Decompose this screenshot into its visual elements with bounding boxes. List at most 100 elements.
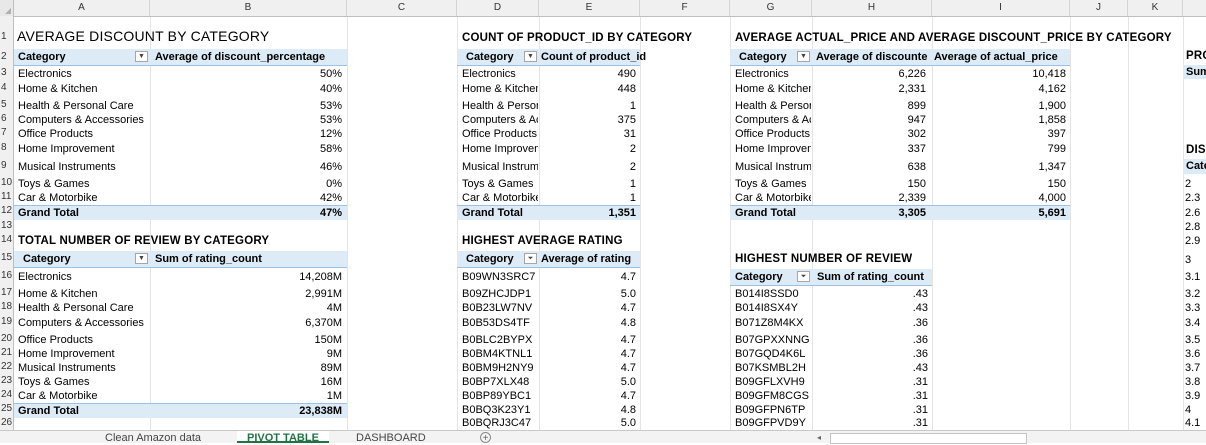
table-cell[interactable]: 3.7: [1185, 362, 1201, 374]
table-cell[interactable]: 3.6: [1185, 348, 1201, 360]
table-cell[interactable]: .31: [912, 376, 928, 388]
table-cell[interactable]: 2.3: [1185, 192, 1201, 204]
filter-applied-icon[interactable]: ⏷: [797, 271, 810, 282]
table-cell[interactable]: B0BQRJ3C47: [462, 417, 532, 429]
table-cell[interactable]: 397: [1047, 128, 1066, 140]
table-cell[interactable]: Musical Instrume: [462, 161, 538, 173]
table-cell[interactable]: 89M: [320, 362, 342, 374]
table-cell[interactable]: 3.8: [1185, 376, 1201, 388]
row-header[interactable]: 14: [1, 234, 13, 245]
table-cell[interactable]: 31: [623, 128, 636, 140]
table-cell[interactable]: Health & Person: [735, 100, 811, 112]
table-cell[interactable]: 10,418: [1032, 68, 1066, 80]
table-cell[interactable]: 2: [1185, 178, 1192, 190]
column-header-i[interactable]: I: [932, 0, 1070, 16]
table-cell[interactable]: .36: [912, 348, 928, 360]
row-header[interactable]: 10: [1, 177, 13, 188]
table-cell[interactable]: B0BM9H2NY9: [462, 362, 534, 374]
table-cell[interactable]: 2,991M: [305, 288, 342, 300]
row-header[interactable]: 18: [1, 301, 13, 312]
table-cell[interactable]: 2.6: [1185, 207, 1201, 219]
row-header[interactable]: 5: [1, 99, 7, 110]
add-sheet-button[interactable]: +: [480, 432, 491, 444]
table-cell[interactable]: 4,162: [1038, 83, 1066, 95]
table-cell[interactable]: Toys & Games: [735, 178, 807, 190]
filter-dropdown-icon[interactable]: ▼: [797, 51, 810, 62]
table-cell[interactable]: Home & Kitchen: [462, 83, 538, 95]
table-cell[interactable]: 3.1: [1185, 271, 1201, 283]
table-cell[interactable]: 40%: [319, 83, 342, 95]
table-cell[interactable]: .43: [912, 302, 928, 314]
table-cell[interactable]: B0BLC2BYPX: [462, 334, 533, 346]
table-cell[interactable]: Musical Instruments: [18, 362, 116, 374]
table-cell[interactable]: Office Products: [735, 128, 810, 140]
table-cell[interactable]: Electronics: [18, 271, 72, 283]
table-cell[interactable]: Office Products: [18, 334, 93, 346]
column-header-b[interactable]: B: [150, 0, 347, 16]
table-cell[interactable]: Health & Personal Care: [18, 100, 134, 112]
table-cell[interactable]: .36: [912, 334, 928, 346]
table-cell[interactable]: Computers & Ac: [735, 114, 811, 126]
row-header[interactable]: 21: [1, 347, 13, 358]
table-cell[interactable]: 3.5: [1185, 334, 1201, 346]
table-cell[interactable]: Home Improvement: [18, 348, 115, 360]
column-header-k[interactable]: K: [1128, 0, 1183, 16]
table-cell[interactable]: B071Z8M4KX: [735, 317, 804, 329]
table-cell[interactable]: 1: [629, 192, 636, 204]
row-header[interactable]: 25: [1, 403, 13, 414]
sheet-tab-pivot-table[interactable]: PIVOT TABLE: [237, 431, 329, 444]
table-cell[interactable]: 9M: [326, 348, 342, 360]
partial-pivot-sum[interactable]: Sum: [1186, 66, 1206, 78]
column-header-f[interactable]: F: [640, 0, 730, 16]
table-cell[interactable]: Office Products: [18, 128, 93, 140]
table-cell[interactable]: B0B53DS4TF: [462, 317, 530, 329]
column-header-h[interactable]: H: [812, 0, 932, 16]
table-cell[interactable]: Home & Kitchen: [735, 83, 811, 95]
table-cell[interactable]: B09GFM8CGS: [735, 390, 809, 402]
filter-dropdown-icon[interactable]: ▼: [135, 253, 148, 264]
table-cell[interactable]: B09GFPN6TP: [735, 404, 806, 416]
table-cell[interactable]: 448: [617, 83, 636, 95]
table-cell[interactable]: 3.9: [1185, 390, 1201, 402]
table-cell[interactable]: 3.2: [1185, 288, 1201, 300]
table-cell[interactable]: 947: [907, 114, 926, 126]
column-header-d[interactable]: D: [457, 0, 539, 16]
table-cell[interactable]: 53%: [319, 100, 342, 112]
table-cell[interactable]: 2.8: [1185, 221, 1201, 233]
row-header[interactable]: 9: [1, 160, 7, 171]
row-header[interactable]: 17: [1, 287, 13, 298]
table-cell[interactable]: Computers & Accessories: [18, 114, 144, 126]
table-cell[interactable]: Health & Person: [462, 100, 538, 112]
grand-total-label[interactable]: Grand Total: [18, 207, 79, 219]
table-cell[interactable]: 1: [629, 100, 636, 112]
table-cell[interactable]: 53%: [319, 114, 342, 126]
row-header[interactable]: 7: [1, 127, 7, 138]
grand-total-value[interactable]: 47%: [319, 207, 342, 219]
table-cell[interactable]: 2,339: [898, 192, 926, 204]
row-header[interactable]: 2: [1, 51, 7, 62]
table-cell[interactable]: Musical Instruments: [18, 161, 116, 173]
table-cell[interactable]: Musical Instrume: [735, 161, 811, 173]
table-cell[interactable]: B014I8SSD0: [735, 288, 799, 300]
table-cell[interactable]: 42%: [319, 192, 342, 204]
table-cell[interactable]: 0%: [326, 178, 342, 190]
table-cell[interactable]: B0B23LW7NV: [462, 302, 533, 314]
row-header[interactable]: 8: [1, 142, 7, 153]
table-cell[interactable]: 58%: [319, 143, 342, 155]
table-cell[interactable]: .43: [912, 362, 928, 374]
table-cell[interactable]: 4.8: [620, 404, 636, 416]
table-cell[interactable]: 4.7: [620, 302, 636, 314]
table-cell[interactable]: 2,331: [898, 83, 926, 95]
row-header[interactable]: 3: [1, 67, 7, 78]
table-cell[interactable]: 4.8: [620, 317, 636, 329]
column-header-e[interactable]: E: [539, 0, 640, 16]
table-cell[interactable]: 3.4: [1185, 317, 1201, 329]
table-cell[interactable]: 2.9: [1185, 235, 1201, 247]
table-cell[interactable]: B07KSMBL2H: [735, 362, 806, 374]
scroll-left-icon[interactable]: ◂: [816, 433, 821, 442]
table-cell[interactable]: 5.0: [620, 288, 636, 300]
table-cell[interactable]: Car & Motorbike: [18, 192, 98, 204]
table-cell[interactable]: .31: [912, 417, 928, 429]
sheet-tab-dashboard[interactable]: DASHBOARD: [356, 432, 426, 444]
row-header[interactable]: 22: [1, 361, 13, 372]
